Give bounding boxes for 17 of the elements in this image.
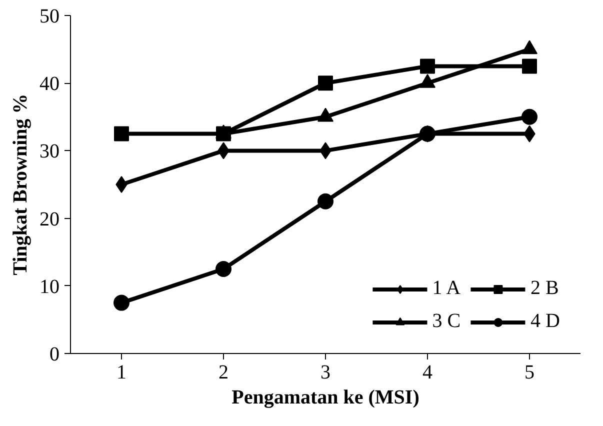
x-tick-label: 2 <box>218 362 228 384</box>
y-tick-label: 30 <box>40 140 60 163</box>
legend-label: 2 B <box>530 277 559 300</box>
y-tick-label: 20 <box>40 208 60 230</box>
y-axis-title: Tingkat Browning % <box>10 94 32 276</box>
legend-label: 1 A <box>432 277 461 300</box>
x-tick-label: 3 <box>320 362 330 384</box>
y-tick-label: 10 <box>40 276 60 298</box>
legend-label: 4 D <box>530 310 560 333</box>
x-tick-label: 5 <box>524 362 534 384</box>
y-tick-label: 0 <box>50 344 60 366</box>
x-tick-label: 4 <box>422 362 432 384</box>
x-tick-label: 1 <box>116 362 126 384</box>
y-tick-label: 40 <box>40 73 60 96</box>
y-tick-label: 50 <box>40 6 60 28</box>
x-axis-title: Pengamatan ke (MSI) <box>232 386 420 408</box>
legend-label: 3 C <box>432 310 461 333</box>
